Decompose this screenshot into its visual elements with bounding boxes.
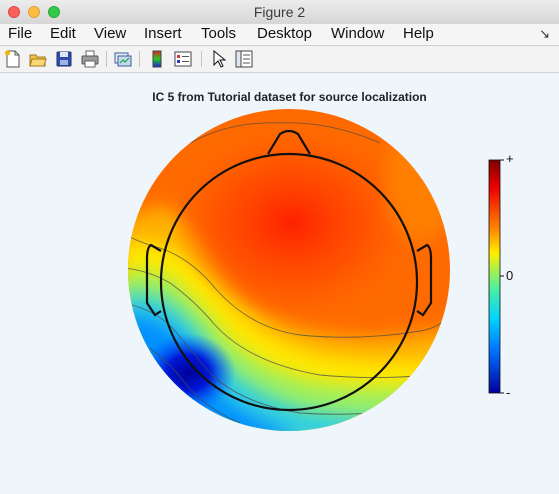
plot-title: IC 5 from Tutorial dataset for source lo… bbox=[152, 90, 427, 104]
colorbar-mid-label: 0 bbox=[506, 268, 514, 283]
scalp-map bbox=[128, 109, 450, 431]
toolbar-separator bbox=[139, 51, 140, 67]
print-icon[interactable] bbox=[81, 50, 99, 68]
dock-arrow-icon[interactable]: ↘ bbox=[539, 26, 550, 41]
insert-legend-icon[interactable] bbox=[174, 50, 192, 68]
menu-file[interactable]: File bbox=[8, 25, 33, 42]
menu-insert[interactable]: Insert bbox=[144, 25, 182, 42]
toolbar-separator bbox=[201, 51, 202, 67]
colorbar bbox=[488, 159, 501, 394]
menu-edit[interactable]: Edit bbox=[50, 25, 76, 42]
new-figure-icon[interactable] bbox=[4, 50, 22, 68]
menubar: File Edit View Insert Tools Desktop Wind… bbox=[0, 24, 559, 46]
property-editor-icon[interactable] bbox=[235, 50, 253, 68]
save-icon[interactable] bbox=[55, 50, 73, 68]
close-window-button[interactable] bbox=[8, 6, 20, 18]
window-title: Figure 2 bbox=[253, 4, 306, 20]
zoom-window-button[interactable] bbox=[48, 6, 60, 18]
minimize-window-button[interactable] bbox=[28, 6, 40, 18]
colorbar-max-label: + bbox=[506, 151, 514, 166]
toolbar-separator bbox=[106, 51, 107, 67]
colorbar-min-label: - bbox=[506, 385, 511, 400]
toolbar bbox=[0, 46, 559, 73]
figure-canvas: IC 5 from Tutorial dataset for source lo… bbox=[0, 73, 559, 494]
head-outline bbox=[145, 129, 433, 412]
link-plot-icon[interactable] bbox=[114, 50, 132, 68]
insert-colorbar-icon[interactable] bbox=[148, 50, 166, 68]
topo-plot bbox=[128, 109, 504, 431]
menu-view[interactable]: View bbox=[94, 25, 127, 42]
window-titlebar: Figure 2 bbox=[0, 0, 559, 25]
menu-window[interactable]: Window bbox=[331, 25, 385, 42]
pointer-icon[interactable] bbox=[210, 50, 228, 68]
menu-help[interactable]: Help bbox=[403, 25, 434, 42]
open-file-icon[interactable] bbox=[29, 50, 47, 68]
menu-desktop[interactable]: Desktop bbox=[257, 25, 313, 42]
menu-tools[interactable]: Tools bbox=[201, 25, 237, 42]
